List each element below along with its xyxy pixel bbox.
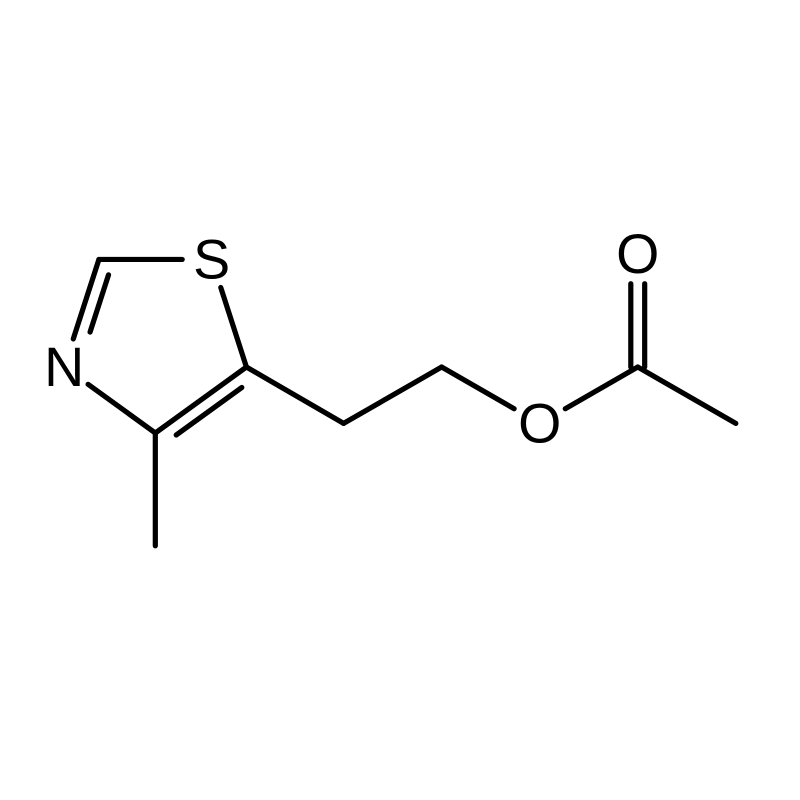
atom-label-o: O bbox=[616, 223, 659, 285]
molecule-svg: S N O O bbox=[0, 0, 800, 800]
bond bbox=[221, 288, 247, 368]
molecule-diagram: S N O O bbox=[0, 0, 800, 800]
bond bbox=[73, 259, 99, 339]
bond bbox=[88, 384, 155, 433]
bond bbox=[638, 367, 736, 423]
bond bbox=[442, 367, 514, 409]
bonds-group bbox=[73, 259, 736, 545]
atom-label-n: N bbox=[44, 336, 84, 398]
bond bbox=[246, 367, 343, 423]
bond bbox=[344, 367, 442, 423]
bond bbox=[155, 367, 246, 433]
bond bbox=[565, 367, 637, 409]
atom-label-o: O bbox=[518, 392, 561, 454]
atom-label-s: S bbox=[193, 228, 230, 290]
